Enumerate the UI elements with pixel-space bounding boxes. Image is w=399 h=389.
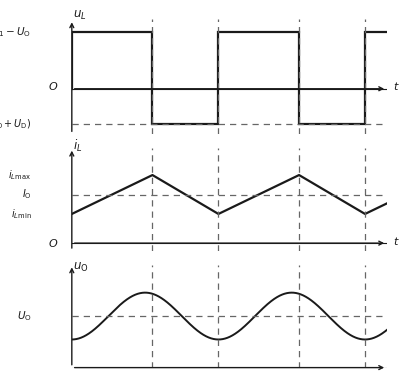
- Text: $I_{\rm O}$: $I_{\rm O}$: [22, 187, 32, 202]
- Text: $U_1-U_{\rm O}$: $U_1-U_{\rm O}$: [0, 25, 32, 39]
- Text: $i_L$: $i_L$: [73, 138, 83, 154]
- Text: $t$: $t$: [393, 81, 399, 93]
- Text: $-(U_{\rm O}+U_{\rm D})$: $-(U_{\rm O}+U_{\rm D})$: [0, 117, 32, 131]
- Text: $i_{L\rm max}$: $i_{L\rm max}$: [8, 168, 32, 182]
- Text: $t$: $t$: [393, 235, 399, 247]
- Text: $i_{L\rm min}$: $i_{L\rm min}$: [11, 207, 32, 221]
- Text: $u_{\rm O}$: $u_{\rm O}$: [73, 261, 89, 274]
- Text: $u_L$: $u_L$: [73, 9, 87, 22]
- Text: $O$: $O$: [48, 81, 59, 93]
- Text: $U_{\rm O}$: $U_{\rm O}$: [17, 309, 32, 323]
- Text: $O$: $O$: [48, 237, 59, 249]
